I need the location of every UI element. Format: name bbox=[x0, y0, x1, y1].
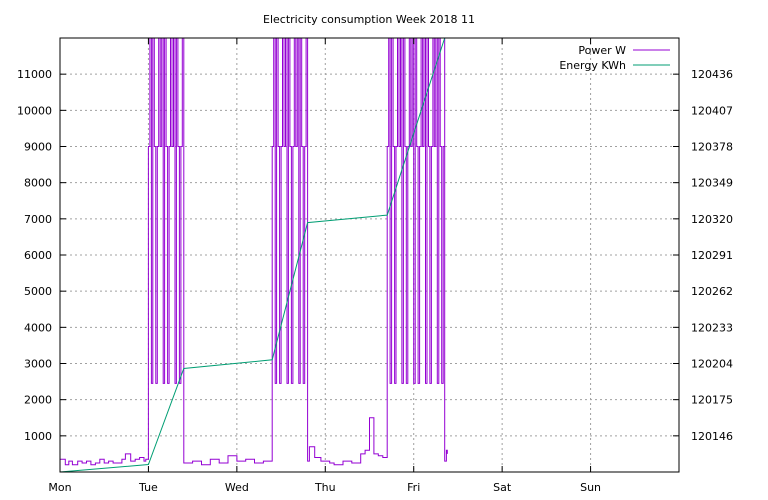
y-tick-label: 4000 bbox=[24, 321, 52, 334]
y2-tick-label: 120320 bbox=[691, 213, 733, 226]
y-tick-label: 8000 bbox=[24, 177, 52, 190]
y2-tick-label: 120204 bbox=[691, 358, 733, 371]
x-tick-label: Mon bbox=[48, 481, 71, 494]
y-tick-label: 3000 bbox=[24, 358, 52, 371]
power-series-line bbox=[60, 38, 448, 466]
x-tick-label: Fri bbox=[407, 481, 420, 494]
y2-tick-label: 120378 bbox=[691, 141, 733, 154]
x-tick-label: Sat bbox=[493, 481, 512, 494]
y2-tick-label: 120291 bbox=[691, 249, 733, 262]
y2-tick-label: 120233 bbox=[691, 321, 733, 334]
y-tick-label: 2000 bbox=[24, 394, 52, 407]
legend-label: Energy KWh bbox=[559, 59, 626, 72]
y-tick-label: 1000 bbox=[24, 430, 52, 443]
plot-area bbox=[60, 38, 448, 472]
y2-tick-label: 120436 bbox=[691, 68, 733, 81]
x-tick-label: Wed bbox=[225, 481, 249, 494]
y2-tick-label: 120407 bbox=[691, 104, 733, 117]
legend-label: Power W bbox=[578, 44, 626, 57]
x-tick-label: Thu bbox=[314, 481, 336, 494]
x-tick-label: Sun bbox=[580, 481, 601, 494]
y2-tick-label: 120175 bbox=[691, 394, 733, 407]
axes: Mon Tue Wed Thu Fri Sat Sun 1000 2000 3000 4000 500… bbox=[17, 38, 733, 494]
y2-tick-label: 120146 bbox=[691, 430, 733, 443]
y2-tick-label: 120262 bbox=[691, 285, 733, 298]
chart-title: Electricity consumption Week 2018 11 bbox=[263, 13, 475, 26]
x-tick-label: Tue bbox=[138, 481, 158, 494]
legend: Power W Energy KWh bbox=[559, 44, 670, 72]
y-tick-label: 9000 bbox=[24, 141, 52, 154]
y-tick-label: 11000 bbox=[17, 68, 52, 81]
y-tick-label: 5000 bbox=[24, 285, 52, 298]
energy-series-line bbox=[60, 38, 446, 472]
y2-tick-label: 120349 bbox=[691, 177, 733, 190]
y-tick-label: 7000 bbox=[24, 213, 52, 226]
y-tick-label: 6000 bbox=[24, 249, 52, 262]
y-tick-label: 10000 bbox=[17, 104, 52, 117]
